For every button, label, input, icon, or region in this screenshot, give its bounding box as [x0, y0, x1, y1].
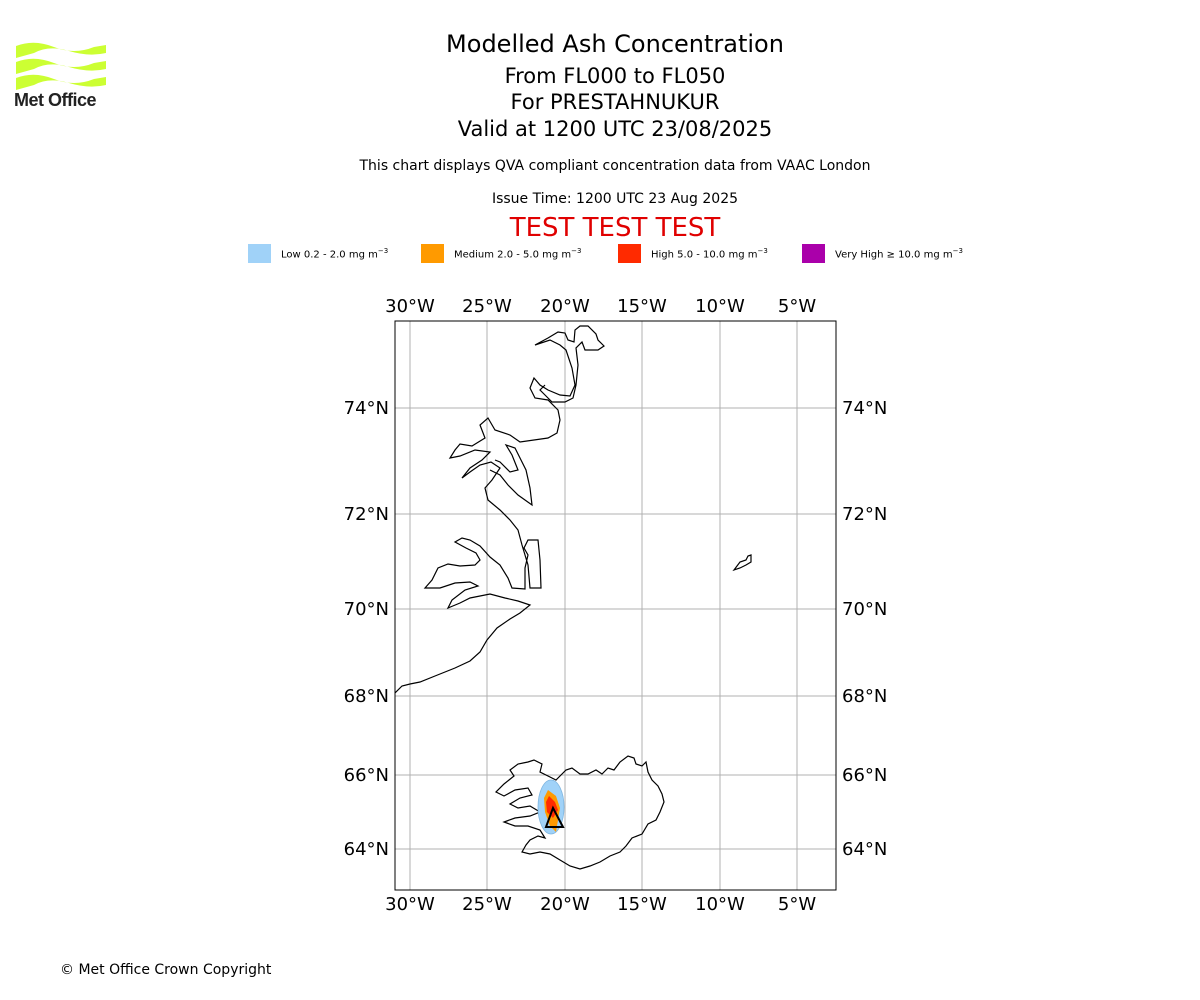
- lon-label: 10°W: [695, 894, 745, 915]
- lon-label: 5°W: [778, 894, 816, 915]
- legend-medium: Medium 2.0 - 5.0 mg m−3: [421, 244, 581, 263]
- lat-label: 74°N: [842, 398, 887, 419]
- lon-labels-top: 30°W 25°W 20°W 15°W 10°W 5°W: [385, 296, 816, 317]
- lon-label: 15°W: [617, 894, 667, 915]
- lon-labels-bottom: 30°W 25°W 20°W 15°W 10°W 5°W: [385, 894, 816, 915]
- lat-label: 74°N: [344, 398, 389, 419]
- test-banner: TEST TEST TEST: [509, 213, 721, 243]
- lon-label: 30°W: [385, 894, 435, 915]
- lat-label: 70°N: [842, 599, 887, 620]
- legend-label-very-high: Very High ≥ 10.0 mg m−3: [835, 246, 963, 261]
- legend-low: Low 0.2 - 2.0 mg m−3: [248, 244, 388, 263]
- lat-label: 72°N: [344, 504, 389, 525]
- legend-label-medium: Medium 2.0 - 5.0 mg m−3: [454, 246, 582, 261]
- lat-label: 72°N: [842, 504, 887, 525]
- lat-label: 64°N: [842, 839, 887, 860]
- ash-plume: [537, 779, 565, 835]
- lon-label: 25°W: [462, 296, 512, 317]
- legend-swatch-very-high: [802, 244, 825, 263]
- legend-very-high: Very High ≥ 10.0 mg m−3: [802, 244, 963, 263]
- coastlines: [395, 325, 752, 870]
- volcano-marker-icon: [544, 805, 565, 828]
- copyright-notice: © Met Office Crown Copyright: [60, 962, 272, 978]
- iceland-coast: [494, 755, 665, 870]
- lon-label: 5°W: [778, 296, 816, 317]
- lon-label: 20°W: [540, 894, 590, 915]
- qva-note: This chart displays QVA compliant concen…: [359, 158, 871, 174]
- greenland-inlet: [489, 443, 533, 507]
- chart-title: Modelled Ash Concentration: [446, 30, 784, 58]
- flight-levels: From FL000 to FL050: [504, 64, 726, 88]
- lat-label: 68°N: [344, 686, 389, 707]
- valid-time: Valid at 1200 UTC 23/08/2025: [457, 117, 773, 141]
- legend-swatch-medium: [421, 244, 444, 263]
- legend-high: High 5.0 - 10.0 mg m−3: [618, 244, 768, 263]
- lat-labels-right: 74°N 72°N 70°N 68°N 66°N 64°N: [842, 398, 887, 860]
- issue-time: Issue Time: 1200 UTC 23 Aug 2025: [491, 191, 739, 207]
- lat-label: 70°N: [344, 599, 389, 620]
- lat-label: 64°N: [344, 839, 389, 860]
- lon-label: 30°W: [385, 296, 435, 317]
- legend-swatch-high: [618, 244, 641, 263]
- lon-label: 25°W: [462, 894, 512, 915]
- lat-label: 66°N: [344, 765, 389, 786]
- map-frame: [394, 320, 837, 891]
- lat-label: 66°N: [842, 765, 887, 786]
- lon-label: 10°W: [695, 296, 745, 317]
- legend-label-low: Low 0.2 - 2.0 mg m−3: [281, 246, 389, 261]
- logo-wordmark: Met Office: [14, 90, 97, 110]
- jan-mayen-coast: [732, 554, 752, 572]
- legend-label-high: High 5.0 - 10.0 mg m−3: [651, 246, 768, 261]
- lon-label: 15°W: [617, 296, 667, 317]
- gridlines: [395, 321, 836, 890]
- volcano-name: For PRESTAHNUKUR: [510, 90, 720, 114]
- greenland-coast: [395, 325, 605, 694]
- lat-labels-left: 74°N 72°N 70°N 68°N 66°N 64°N: [344, 398, 389, 860]
- met-office-logo: [16, 42, 106, 90]
- legend-swatch-low: [248, 244, 271, 263]
- lon-label: 20°W: [540, 296, 590, 317]
- lat-label: 68°N: [842, 686, 887, 707]
